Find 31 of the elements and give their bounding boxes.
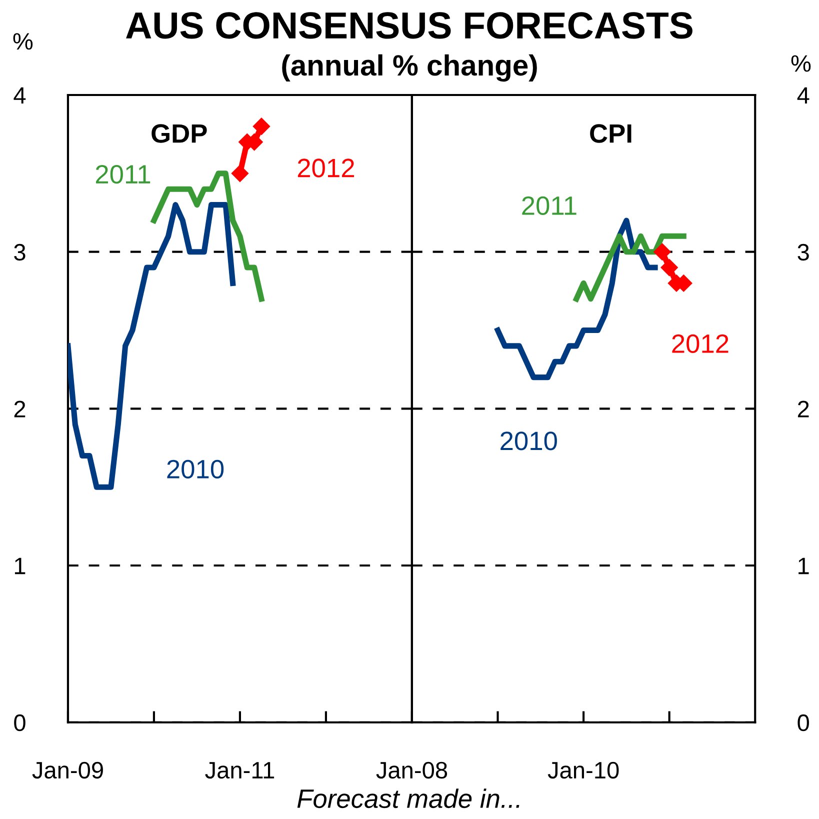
series-label: 2011 [522, 196, 576, 216]
y2-tick-label: 3 [798, 244, 809, 261]
x-tick-label: Jan-08 [376, 762, 448, 779]
text: 2010 [500, 432, 557, 450]
y-axis-title: % [13, 33, 33, 50]
chart-title: AUS CONSENSUS FORECASTS [126, 12, 692, 39]
y2-tick-label: 1 [798, 558, 809, 574]
annotation: CPI [590, 124, 632, 143]
y2-axis-title: % [791, 55, 811, 72]
point [654, 243, 671, 260]
y-tick-label: 0 [14, 714, 26, 732]
point [231, 164, 249, 182]
point [252, 118, 270, 135]
chart-subtitle: (annual % change) [282, 54, 537, 82]
series-label: 2011 [96, 164, 150, 184]
y-tick-label: 2 [14, 400, 26, 418]
y2-tick-label: 4 [797, 87, 810, 104]
x-tick-label: Jan-10 [548, 762, 619, 779]
y2-tick-label: 0 [798, 714, 809, 732]
x-tick-label: Jan-11 [205, 762, 274, 779]
point [660, 258, 678, 276]
series-label: 2012 [672, 334, 728, 354]
series-label: 2012 [298, 158, 354, 178]
text: 2010 [167, 460, 224, 478]
y-tick-label: 3 [14, 244, 26, 261]
annotation: GDP [152, 124, 207, 143]
x-axis-title: Forecast made in... [297, 788, 520, 808]
x-tick-label: Jan-09 [32, 762, 103, 779]
y-tick-label: 4 [14, 87, 26, 104]
y-tick-label: 1 [14, 558, 26, 574]
y2-tick-label: 2 [798, 400, 809, 418]
